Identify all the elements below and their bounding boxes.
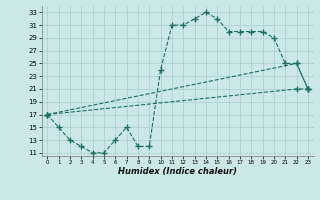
X-axis label: Humidex (Indice chaleur): Humidex (Indice chaleur) [118, 167, 237, 176]
